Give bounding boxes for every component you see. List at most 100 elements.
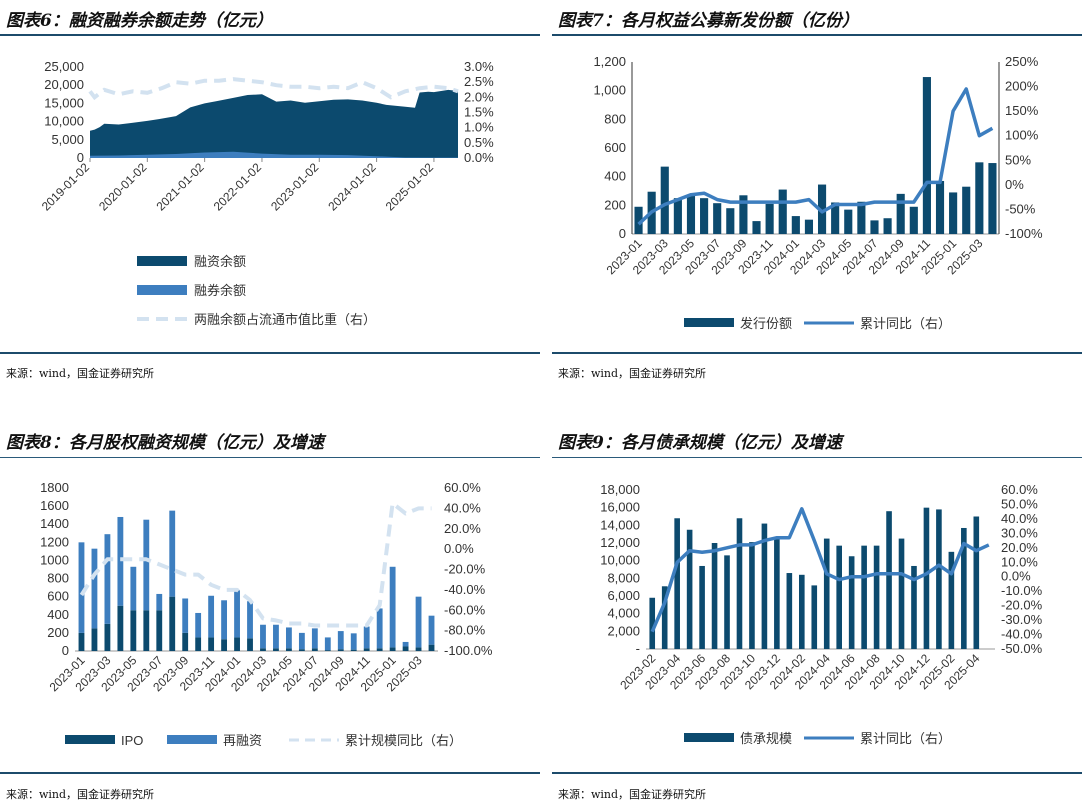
chart9-legend-label: 累计同比（右） bbox=[860, 731, 951, 746]
chart7-bar bbox=[634, 206, 643, 234]
chart8-bar-refinancing bbox=[415, 596, 422, 648]
chart9-y-left-tick: - bbox=[636, 641, 640, 656]
chart9-bar bbox=[736, 518, 743, 649]
chart8-bar-ipo bbox=[91, 628, 98, 651]
chart9-bar bbox=[836, 545, 843, 649]
chart8-bar-ipo bbox=[169, 596, 176, 651]
chart8-bar-ipo bbox=[260, 648, 266, 651]
chart8-y-left-tick: 1200 bbox=[40, 534, 69, 549]
chart6-x-tick: 2025-01-02 bbox=[383, 160, 437, 214]
chart7-y-right-tick: 150% bbox=[1005, 103, 1039, 118]
chart9-source: 来源：wind，国金证券研究所 bbox=[558, 788, 707, 801]
chart7-bar bbox=[804, 219, 814, 234]
chart8-bar-refinancing bbox=[428, 615, 435, 645]
chart7-bar bbox=[857, 201, 866, 234]
chart6-x-tick: 2020-01-02 bbox=[96, 160, 150, 214]
chart6-title-rule bbox=[0, 34, 540, 36]
chart9-bar bbox=[661, 586, 668, 649]
chart9-legend-swatch bbox=[684, 733, 734, 742]
chart8-y-left-tick: 400 bbox=[47, 607, 69, 622]
chart8-y-left-tick: 600 bbox=[47, 589, 69, 604]
chart6-y-right-tick: 0.5% bbox=[464, 135, 494, 150]
chart7-bar bbox=[949, 192, 958, 234]
chart7-bar bbox=[778, 189, 787, 234]
chart9-y-left-tick: 8,000 bbox=[607, 570, 640, 585]
chart9-y-right-tick: 30.0% bbox=[1001, 525, 1038, 540]
chart8-bar-ipo bbox=[389, 647, 396, 651]
chart9-y-right-tick: 10.0% bbox=[1001, 554, 1038, 569]
chart9-y-right-tick: -30.0% bbox=[1001, 612, 1043, 627]
chart6-y-right-tick: 2.0% bbox=[464, 89, 494, 104]
chart9-legend-label: 债承规模 bbox=[740, 731, 792, 746]
chart8-bar-refinancing bbox=[285, 627, 292, 649]
chart9-bar bbox=[711, 543, 718, 649]
chart8-bar-ipo bbox=[234, 637, 240, 651]
chart8-bar-refinancing bbox=[311, 628, 318, 649]
chart7-legend-swatch bbox=[684, 318, 734, 327]
chart6-x-tick: 2019-01-02 bbox=[39, 160, 93, 214]
chart8-y-right-tick: 0.0% bbox=[444, 541, 474, 556]
chart8-bar-refinancing bbox=[91, 548, 98, 629]
chart8-y-right-tick: -20.0% bbox=[444, 562, 486, 577]
panel-chart8: 图表8：各月股权融资规模（亿元）及增速 1800 1600 1400 1200 1000… bbox=[0, 420, 543, 807]
chart9-bar bbox=[686, 529, 693, 649]
chart7-bar bbox=[896, 193, 905, 234]
chart8-bar-ipo bbox=[247, 638, 253, 651]
chart6-source: 来源：wind，国金证券研究所 bbox=[6, 367, 155, 380]
chart8-bar-ipo bbox=[156, 610, 163, 651]
chart8-bar-ipo bbox=[195, 637, 202, 651]
chart7-bar bbox=[791, 216, 800, 234]
chart9-bar bbox=[761, 523, 768, 649]
chart8-bar-refinancing bbox=[143, 519, 150, 611]
chart9-bar bbox=[724, 555, 730, 649]
chart6-securities-lending-area bbox=[90, 151, 458, 158]
chart7-bar bbox=[739, 195, 748, 234]
chart7-line bbox=[637, 87, 994, 226]
chart8-y-right-tick: -60.0% bbox=[444, 602, 486, 617]
chart8-bar-ipo bbox=[273, 648, 279, 651]
chart7-title-rule bbox=[552, 34, 1082, 36]
chart8-bar-ipo bbox=[363, 648, 370, 651]
chart8-bar-ipo bbox=[143, 610, 150, 651]
chart9-bar bbox=[973, 516, 980, 649]
chart8-source: 来源：wind，国金证券研究所 bbox=[6, 788, 155, 801]
chart9-y-right-tick: -50.0% bbox=[1001, 641, 1043, 656]
chart8-legend-swatch bbox=[65, 735, 115, 744]
chart9-y-right-tick: -40.0% bbox=[1001, 627, 1043, 642]
chart8-bar-refinancing bbox=[402, 641, 409, 647]
chart7-y-right-tick: 100% bbox=[1005, 128, 1039, 143]
chart9-y-left-tick: 18,000 bbox=[600, 482, 640, 497]
chart8-y-left-tick: 200 bbox=[47, 625, 69, 640]
chart6-y-left-tick: 10,000 bbox=[44, 114, 84, 129]
chart8-y-right-tick: 40.0% bbox=[444, 500, 481, 515]
chart9-y-left-tick: 4,000 bbox=[607, 606, 640, 621]
chart7-bar bbox=[975, 162, 984, 234]
chart9-svg: 18,000 16,000 14,000 12,000 10,000 8,000 6,000… bbox=[600, 482, 1043, 746]
chart7-bottom-rule bbox=[552, 352, 1082, 354]
chart7-y-left-tick: 1,000 bbox=[593, 83, 626, 98]
chart8-bar-ipo bbox=[221, 639, 228, 651]
chart7-bar bbox=[844, 209, 853, 234]
chart8-bar-refinancing bbox=[78, 542, 85, 633]
chart7-y-right-tick: 50% bbox=[1005, 152, 1031, 167]
chart8-bar-refinancing bbox=[169, 510, 176, 597]
chart8-line bbox=[79, 501, 432, 628]
chart8-bar-ipo bbox=[350, 649, 357, 651]
chart6-y-right-tick: 0.0% bbox=[464, 150, 494, 165]
chart6-title: 图表6：融资融券余额走势（亿元） bbox=[6, 11, 273, 31]
chart7-svg: 1,200 1,000 800 600 400 200 0 250% 200% 150% 100% 5… bbox=[593, 54, 1043, 331]
chart8-y-right-tick: 20.0% bbox=[444, 521, 481, 536]
chart6-y-left-tick: 20,000 bbox=[44, 77, 84, 92]
chart8-title: 图表8：各月股权融资规模（亿元）及增速 bbox=[6, 433, 324, 453]
chart8-y-left-tick: 1400 bbox=[40, 516, 69, 531]
chart8-y-left-tick: 800 bbox=[47, 571, 69, 586]
chart9-line bbox=[650, 507, 990, 633]
chart8-bar-refinancing bbox=[117, 516, 124, 606]
chart9-y-right-tick: -20.0% bbox=[1001, 598, 1043, 613]
chart8-bar-ipo bbox=[415, 647, 422, 651]
chart7-y-right-tick: -50% bbox=[1005, 201, 1036, 216]
chart7-bar bbox=[673, 198, 682, 234]
chart9-bar bbox=[886, 511, 892, 649]
chart7-y-right-tick: 0% bbox=[1005, 177, 1024, 192]
chart8-bar-refinancing bbox=[182, 598, 189, 633]
